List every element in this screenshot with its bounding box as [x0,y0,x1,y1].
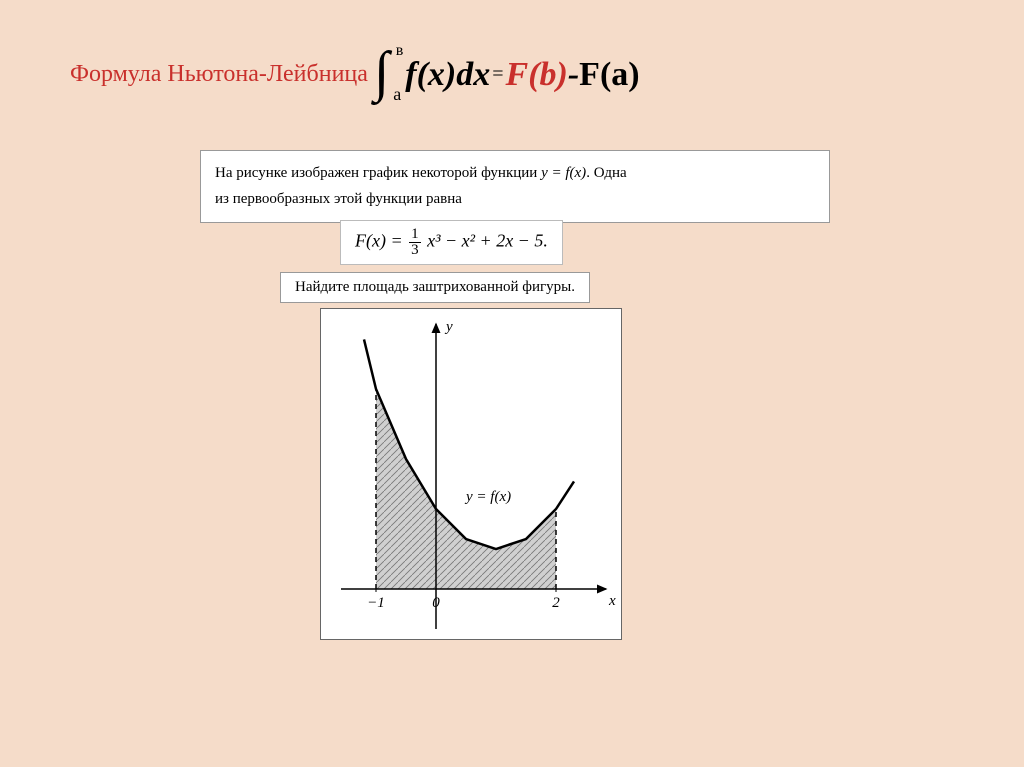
frac-num: 1 [409,227,421,243]
newton-leibniz-formula: ∫ в а f(x)dx = F(b) - F(a) [372,50,640,99]
svg-text:0: 0 [432,595,440,611]
graph: −1 0 2 x y y = f(x) [320,308,622,640]
problem-line1b: . Одна [586,165,626,181]
formula-minus: - [568,56,579,94]
svg-text:−1: −1 [367,595,385,611]
antideriv-fraction: 1 3 [409,227,421,258]
svg-text:2: 2 [552,595,560,611]
formula-integrand: f(x)dx [405,56,490,94]
formula-rhs-Fb: F(b) [506,56,568,94]
task-text: Найдите площадь заштрихованной фигуры. [295,279,575,295]
antideriv-lhs: F(x) = [355,231,403,251]
svg-text:x: x [608,593,616,609]
integral-lower-limit: а [393,84,401,105]
svg-text:y: y [444,319,453,335]
title-row: Формула Ньютона-Лейбница ∫ в а f(x)dx = … [70,50,640,99]
problem-statement: На рисунке изображен график некоторой фу… [200,150,830,223]
formula-rhs-Fa: F(a) [579,56,639,94]
graph-svg: −1 0 2 x y y = f(x) [321,309,621,639]
integral-sign: ∫ в а [374,50,389,99]
formula-equals: = [492,63,503,86]
problem-line1a: На рисунке изображен график некоторой фу… [215,165,541,181]
problem-line2: из первообразных этой функции равна [215,191,462,207]
antideriv-terms: x³ − x² + 2x − 5. [427,231,548,251]
antiderivative-formula: F(x) = 1 3 x³ − x² + 2x − 5. [340,220,563,265]
svg-text:y = f(x): y = f(x) [464,489,511,505]
problem-fn: y = f(x) [541,165,586,181]
task-statement: Найдите площадь заштрихованной фигуры. [280,272,590,303]
title-text: Формула Ньютона-Лейбница [70,61,368,88]
integral-upper-limit: в [396,42,404,60]
frac-den: 3 [409,243,421,258]
